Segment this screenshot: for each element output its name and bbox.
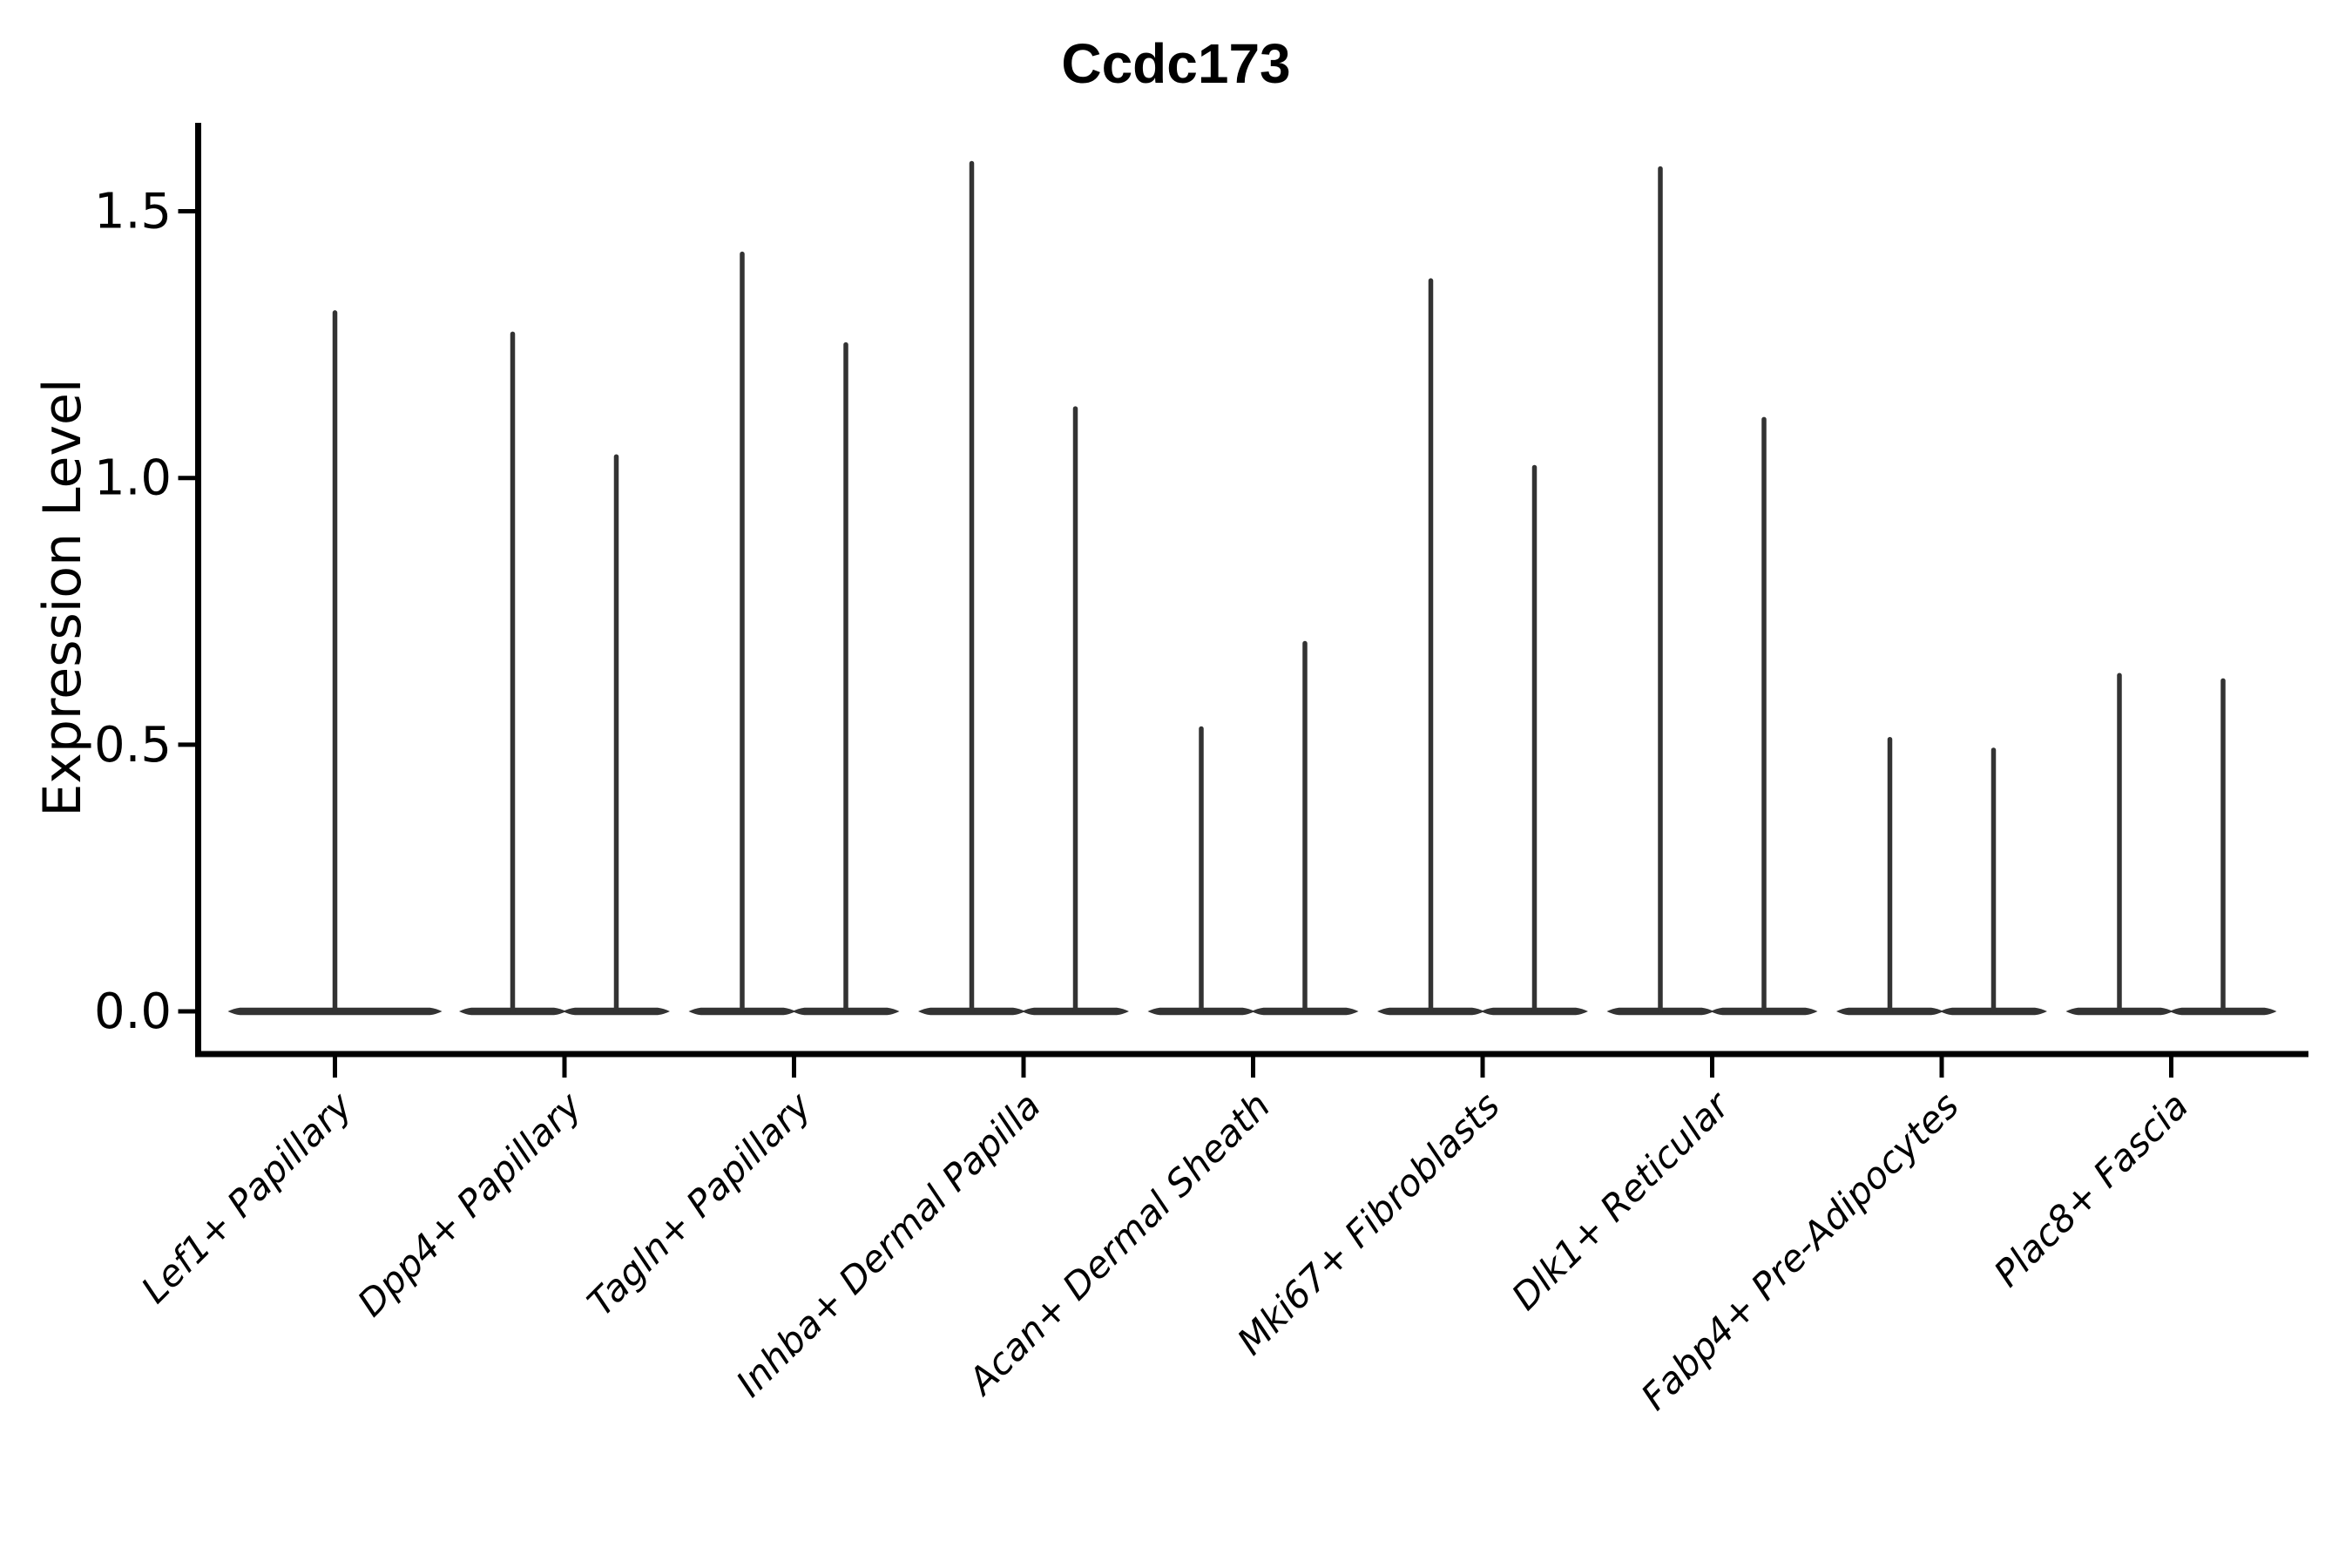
y-tick-label: 0.0 — [94, 983, 172, 1040]
x-tick-label: Lef1+ Papillary — [133, 1084, 362, 1312]
y-tick-label: 0.5 — [94, 717, 172, 774]
x-tick-label: Tagln+ Papillary — [579, 1084, 821, 1325]
y-tick-label: 1.0 — [94, 450, 172, 507]
plot-title: Ccdc173 — [1061, 32, 1291, 95]
y-tick-label: 1.5 — [94, 184, 172, 240]
x-tick-label: Mki67+ Fibroblasts — [1229, 1084, 1508, 1362]
x-tick-label: Dlk1+ Reticular — [1504, 1082, 1740, 1318]
x-tick-label: Dpp4+ Papillary — [349, 1084, 591, 1325]
x-tick-label: Plac8+ Fascia — [1985, 1084, 2196, 1294]
